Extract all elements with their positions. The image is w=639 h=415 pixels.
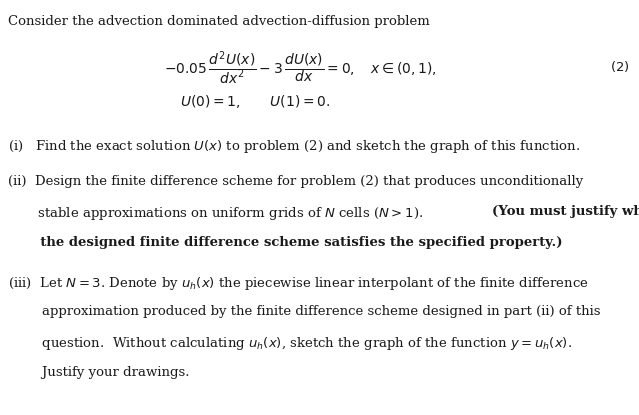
Text: (i)   Find the exact solution $U(x)$ to problem (2) and sketch the graph of this: (i) Find the exact solution $U(x)$ to pr… bbox=[8, 138, 580, 155]
Text: $-0.05\,\dfrac{d^2U(x)}{dx^2} - 3\,\dfrac{dU(x)}{dx} = 0, \quad x \in (0,1),$: $-0.05\,\dfrac{d^2U(x)}{dx^2} - 3\,\dfra… bbox=[164, 50, 436, 87]
Text: (iii)  Let $N = 3$. Denote by $u_h(x)$ the piecewise linear interpolant of the f: (iii) Let $N = 3$. Denote by $u_h(x)$ th… bbox=[8, 275, 589, 292]
Text: $(2)$: $(2)$ bbox=[610, 59, 629, 74]
Text: Justify your drawings.: Justify your drawings. bbox=[8, 366, 189, 378]
Text: (ii)  Design the finite difference scheme for problem (2) that produces uncondit: (ii) Design the finite difference scheme… bbox=[8, 175, 583, 188]
Text: approximation produced by the finite difference scheme designed in part (ii) of : approximation produced by the finite dif… bbox=[8, 305, 600, 318]
Text: Consider the advection dominated advection-diffusion problem: Consider the advection dominated advecti… bbox=[8, 15, 429, 28]
Text: the designed finite difference scheme satisfies the specified property.): the designed finite difference scheme sa… bbox=[8, 236, 562, 249]
Text: question.  Without calculating $u_h(x)$, sketch the graph of the function $y = u: question. Without calculating $u_h(x)$, … bbox=[8, 335, 572, 352]
Text: stable approximations on uniform grids of $N$ cells ($N > 1$).: stable approximations on uniform grids o… bbox=[8, 205, 424, 222]
Text: $U(0) = 1, \qquad U(1) = 0.$: $U(0) = 1, \qquad U(1) = 0.$ bbox=[180, 93, 331, 110]
Text: (You must justify why: (You must justify why bbox=[492, 205, 639, 218]
